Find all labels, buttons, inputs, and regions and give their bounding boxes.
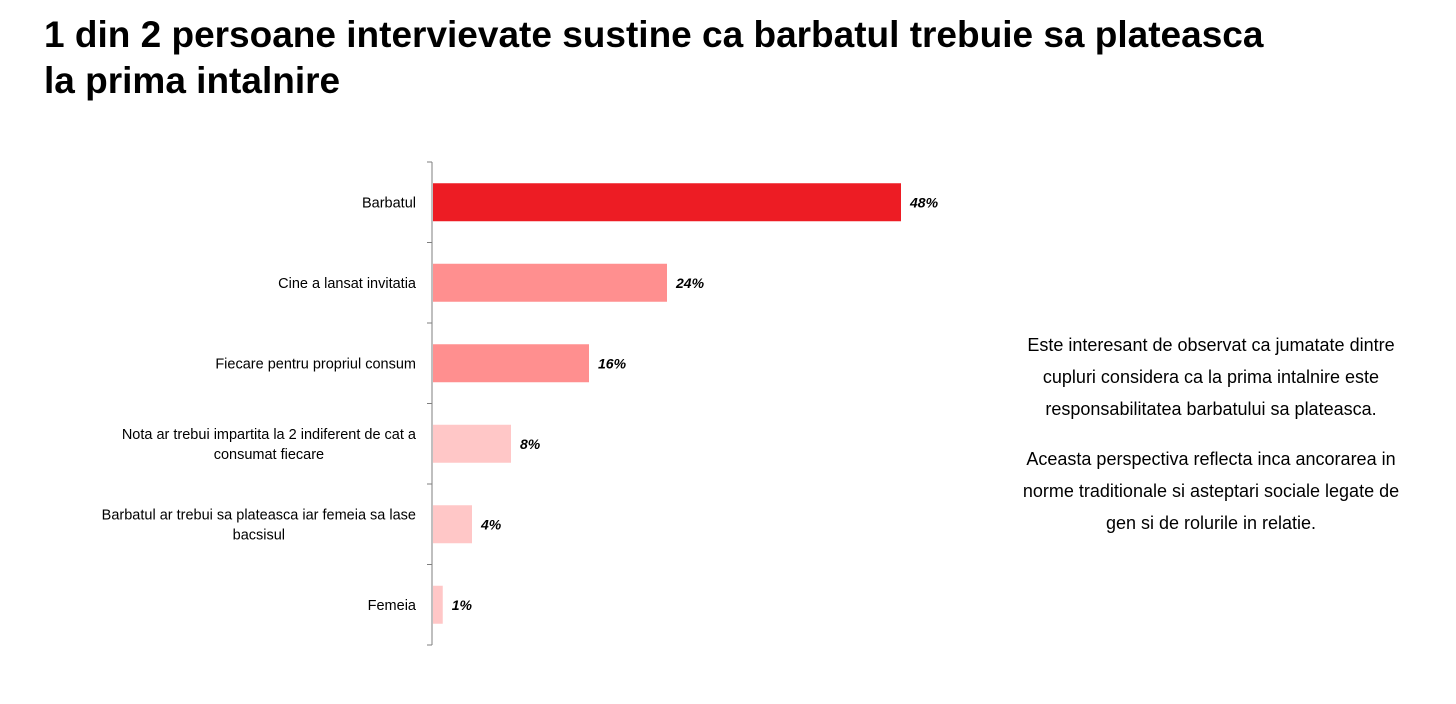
bar [433,344,589,383]
bar [433,505,472,544]
page-title: 1 din 2 persoane intervievate sustine ca… [44,12,1384,104]
commentary-line: Aceasta perspectiva reflecta inca ancora… [1026,449,1396,469]
bar [433,263,667,302]
bar [433,585,443,624]
data-label: 1% [452,597,473,613]
commentary-line: gen si de rolurile in relatie. [1105,513,1317,533]
category-label: Barbatul [362,195,416,211]
bar-chart: 48% Barbatul 24% Cine a lansat invitatia 16%… [102,161,939,646]
category-label-line: Cine a lansat invitatia [278,276,417,292]
category-label-line: Barbatul [362,195,416,211]
commentary-line: cupluri considera ca la prima intalnire … [1042,367,1380,387]
commentary-line: norme traditionale si asteptari sociale … [1022,481,1400,501]
data-label: 24% [675,275,705,291]
data-label: 16% [598,355,627,371]
commentary-panel: Este interesant de observat ca jumatate … [990,329,1432,557]
category-label-line: Fiecare pentru propriul consum [215,356,416,372]
category-label-line: bacsisul [233,527,285,543]
data-label: 48% [909,194,939,210]
category-label: Nota ar trebui impartita la 2 indiferent… [122,427,417,463]
category-label: Barbatul ar trebui sa plateasca iar feme… [102,507,416,543]
data-label: 4% [480,516,502,532]
category-label-line: Nota ar trebui impartita la 2 indiferent… [122,427,417,443]
commentary-paragraph-1: Este interesant de observat ca jumatate … [990,329,1432,425]
category-label-line: Barbatul ar trebui sa plateasca iar feme… [102,507,416,523]
commentary-line: responsabilitatea barbatului sa plateasc… [1045,399,1377,419]
commentary-paragraph-2: Aceasta perspectiva reflecta inca ancora… [990,443,1432,539]
title-line-1: 1 din 2 persoane intervievate sustine ca… [44,14,1264,55]
data-label: 8% [520,436,541,452]
commentary-line: Este interesant de observat ca jumatate … [1027,335,1395,355]
bar [433,183,901,222]
category-label-line: consumat fiecare [214,447,324,463]
category-label: Cine a lansat invitatia [278,276,417,292]
category-label: Femeia [368,598,417,614]
title-line-2: la prima intalnire [44,60,341,101]
category-label-line: Femeia [368,598,417,614]
category-label: Fiecare pentru propriul consum [215,356,416,372]
bar [433,424,511,463]
